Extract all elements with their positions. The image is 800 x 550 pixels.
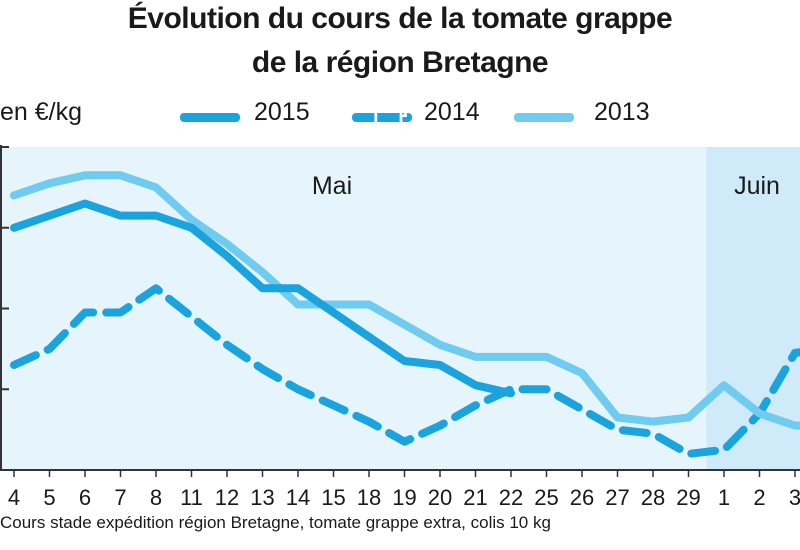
x-tick-label: 25 xyxy=(534,485,558,510)
x-tick-label: 19 xyxy=(392,485,416,510)
legend-label-2014: 2014 xyxy=(424,98,480,126)
x-tick-label: 28 xyxy=(641,485,665,510)
x-tick-label: 3 xyxy=(789,485,800,510)
y-axis-unit-label: en €/kg xyxy=(0,98,83,126)
x-tick-label: 27 xyxy=(605,485,629,510)
series-line-2015 xyxy=(10,199,515,398)
chart-footnote: Cours stade expédition région Bretagne, … xyxy=(0,513,551,532)
x-tick-label: 22 xyxy=(499,485,523,510)
month-label-juin: Juin xyxy=(734,172,780,200)
x-tick-label: 18 xyxy=(357,485,381,510)
x-tick-label: 8 xyxy=(150,485,162,510)
legend-label-2013: 2013 xyxy=(594,98,650,126)
x-tick-label: 15 xyxy=(321,485,345,510)
x-tick-label: 21 xyxy=(463,485,487,510)
x-tick-label: 13 xyxy=(250,485,274,510)
month-label-mai: Mai xyxy=(312,172,352,200)
x-tick-label: 4 xyxy=(8,485,20,510)
series-line-2013 xyxy=(10,171,800,430)
legend-swatch-2015 xyxy=(180,113,240,122)
x-tick-label: 1 xyxy=(718,485,730,510)
legend-label-2015: 2015 xyxy=(254,98,310,126)
x-tick-label: 5 xyxy=(43,485,55,510)
chart-title-line-1: Évolution du cours de la tomate grappe xyxy=(127,2,673,35)
legend: 2015 2014 2013 xyxy=(0,98,800,134)
x-tick-label: 2 xyxy=(753,485,765,510)
x-tick-label: 29 xyxy=(676,485,700,510)
x-tick-label: 6 xyxy=(79,485,91,510)
x-tick-label: 14 xyxy=(286,485,310,510)
x-tick-label: 12 xyxy=(215,485,239,510)
series-line-2014 xyxy=(10,284,800,458)
x-tick-label: 11 xyxy=(180,485,203,510)
legend-swatch-2014 xyxy=(352,113,412,122)
x-tick-label: 7 xyxy=(114,485,126,510)
legend-swatch-2013 xyxy=(514,113,574,122)
chart-title-line-2: de la région Bretagne xyxy=(251,46,549,79)
x-tick-label: 26 xyxy=(570,485,594,510)
x-tick-label: 20 xyxy=(428,485,452,510)
